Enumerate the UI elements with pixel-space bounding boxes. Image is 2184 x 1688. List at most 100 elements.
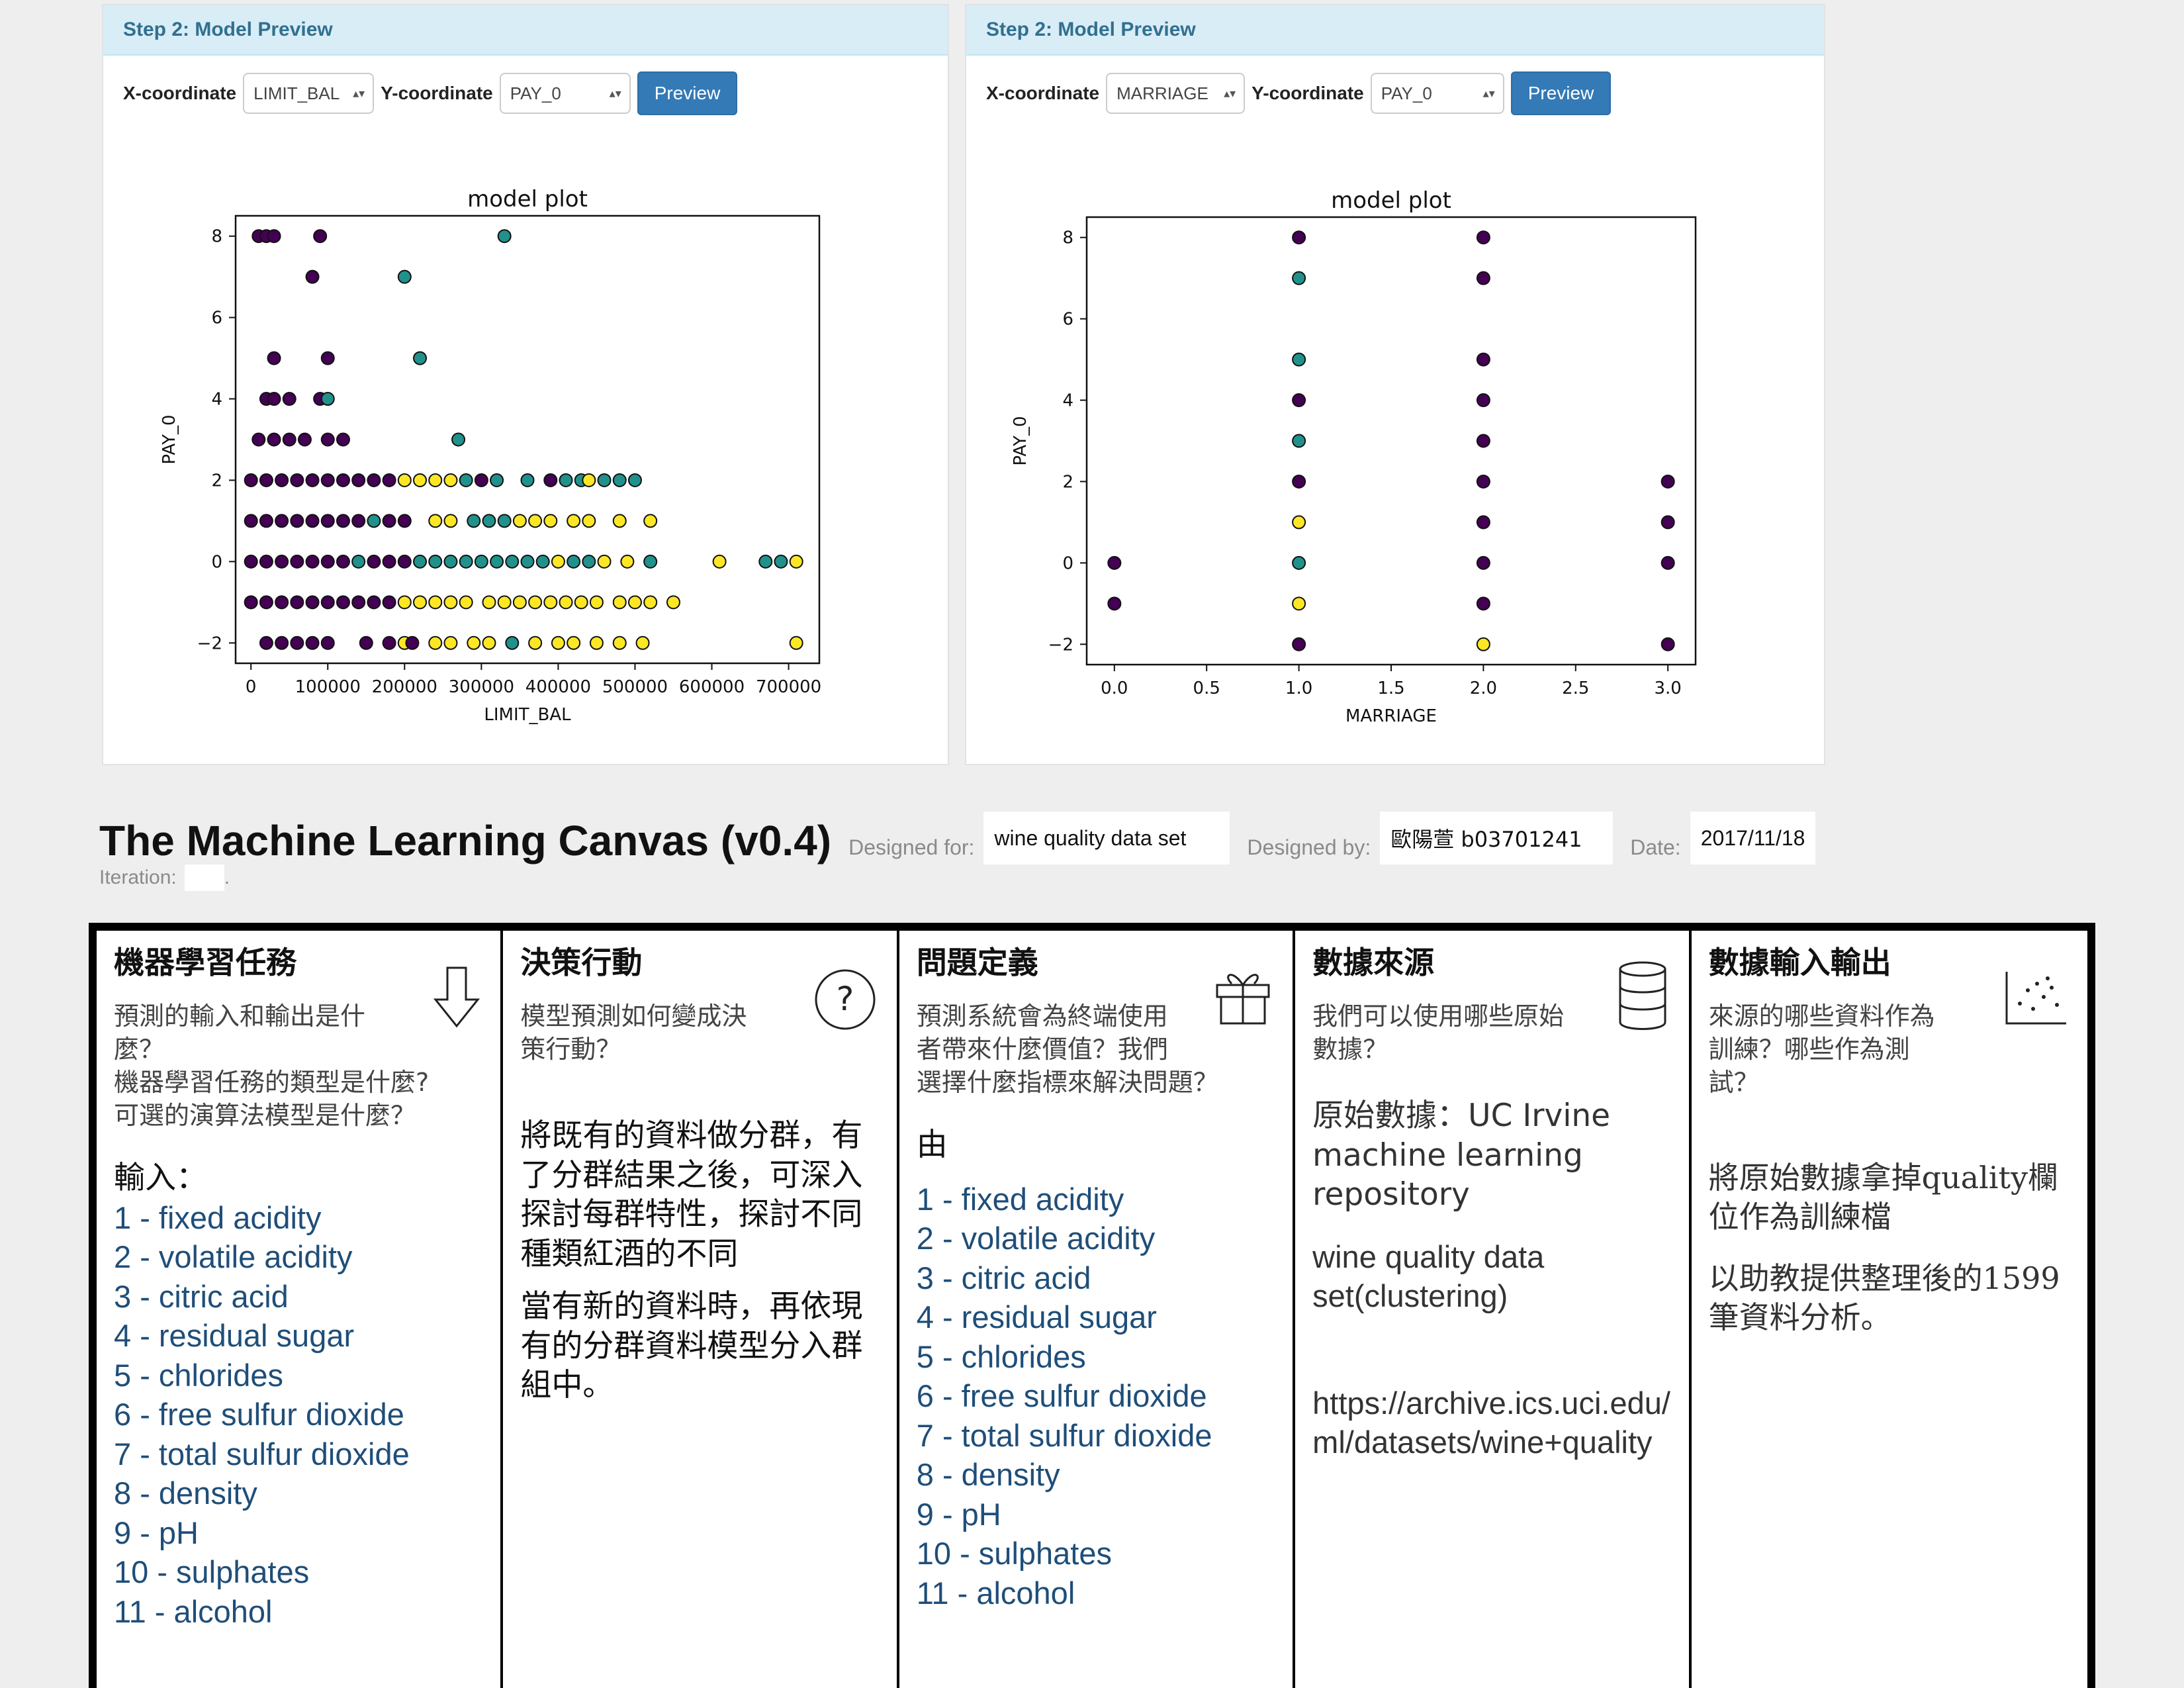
- data-point: [1476, 352, 1490, 367]
- preview-button[interactable]: Preview: [637, 71, 738, 115]
- designed-for-label: Designed for:: [848, 835, 975, 859]
- iteration-suffix: .: [224, 867, 230, 888]
- data-point: [512, 514, 527, 528]
- question-icon: ?: [813, 968, 877, 1035]
- feature-item: 1 - fixed acidity: [916, 1181, 1124, 1217]
- data-point: [382, 514, 396, 528]
- x-coordinate-label: X-coordinate: [986, 83, 1100, 103]
- data-point: [474, 554, 488, 569]
- gift-icon: [1213, 962, 1273, 1029]
- data-point: [443, 595, 458, 610]
- data-point: [336, 514, 350, 528]
- data-point: [1107, 555, 1122, 570]
- data-point: [551, 635, 565, 650]
- feature-item: 7 - total sulfur dioxide: [916, 1417, 1212, 1453]
- cell-prompt: 來源的哪些資料作為 訓練？哪些作為測 試？: [1708, 1002, 1935, 1097]
- y-axis-label: PAY_0: [159, 414, 179, 464]
- feature-item: 2 - volatile acidity: [114, 1239, 353, 1274]
- date-field[interactable]: 2017/11/18: [1690, 812, 1816, 865]
- data-point: [1292, 393, 1306, 408]
- data-point: [1292, 637, 1306, 651]
- feature-list: 1 - fixed acidity 2 - volatile acidity 3 -…: [917, 1180, 1293, 1613]
- cell-title: 機器學習任務: [114, 945, 296, 980]
- feature-item: 8 - density: [114, 1476, 257, 1511]
- data-point: [559, 595, 573, 610]
- feature-item: 5 - chlorides: [114, 1357, 283, 1393]
- data-point: [505, 554, 520, 569]
- data-point: [413, 473, 428, 487]
- y-tick-label: 4: [1062, 391, 1073, 411]
- data-point: [367, 595, 381, 610]
- data-point: [1476, 555, 1490, 570]
- feature-item: 10 - sulphates: [916, 1536, 1113, 1571]
- data-point: [589, 635, 604, 650]
- x-coordinate-select[interactable]: MARRIAGE ▴▾: [1106, 73, 1246, 114]
- preview-button[interactable]: Preview: [1510, 71, 1612, 115]
- data-point: [627, 595, 642, 610]
- data-point: [259, 595, 273, 610]
- cell-value-proposition: 問題定義 預測系統會為終端使用 者帶來什麼價值？我們 選擇什麼指標來解決問題？ …: [899, 931, 1296, 1688]
- panel-header: Step 2: Model Preview: [103, 5, 948, 56]
- data-point: [497, 595, 512, 610]
- data-point: [589, 595, 604, 610]
- svg-text:?: ?: [836, 980, 854, 1018]
- data-point: [1476, 230, 1490, 245]
- data-point: [1661, 515, 1675, 530]
- feature-item: 11 - alcohol: [114, 1593, 273, 1629]
- feature-item: 11 - alcohol: [916, 1575, 1075, 1611]
- feature-item: 1 - fixed acidity: [114, 1199, 322, 1235]
- dataset-url[interactable]: https://archive.ics.uci.edu/ml/datasets/…: [1312, 1385, 1670, 1460]
- data-point: [275, 514, 289, 528]
- y-tick-label: −2: [197, 633, 222, 653]
- data-point: [643, 595, 658, 610]
- data-point: [520, 473, 535, 487]
- x-coordinate-select[interactable]: LIMIT_BAL ▴▾: [243, 73, 375, 114]
- y-coordinate-select[interactable]: PAY_0 ▴▾: [1370, 73, 1504, 114]
- data-point: [666, 595, 680, 610]
- designed-by-field[interactable]: 歐陽萱 b03701241: [1380, 812, 1614, 865]
- data-point: [244, 514, 258, 528]
- data-point: [351, 554, 366, 569]
- data-point: [643, 554, 658, 569]
- designed-for-field[interactable]: wine quality data set: [983, 812, 1230, 865]
- iteration-row: Iteration: .: [99, 865, 230, 891]
- data-point: [282, 432, 296, 447]
- data-point: [1476, 474, 1490, 489]
- data-point: [758, 554, 773, 569]
- data-point: [1292, 352, 1306, 367]
- data-point: [627, 473, 642, 487]
- data-point: [612, 595, 627, 610]
- data-point: [359, 635, 373, 650]
- data-point: [290, 514, 304, 528]
- data-point: [490, 473, 504, 487]
- cell-title: 數據來源: [1312, 945, 1435, 980]
- data-point: [512, 595, 527, 610]
- data-point: [559, 473, 573, 487]
- data-point: [267, 392, 281, 406]
- y-tick-label: −2: [1048, 635, 1073, 655]
- model-plot-right: model plot 0.0 0.5 1.0 1.5 2.0 2.5 3.0 −2 0 2 4 6 8 MA…: [1011, 187, 1697, 726]
- data-point: [597, 473, 612, 487]
- cell-title: 數據輸入輸出: [1708, 945, 1891, 980]
- y-coordinate-select[interactable]: PAY_0 ▴▾: [499, 73, 631, 114]
- data-point: [351, 473, 366, 487]
- x-tick-label: 3.0: [1655, 679, 1682, 698]
- data-point: [351, 595, 366, 610]
- data-point: [482, 514, 496, 528]
- data-point: [1292, 434, 1306, 448]
- feature-item: 2 - volatile acidity: [916, 1221, 1156, 1256]
- cell-prompt: 模型預測如何變成決 策行動？: [520, 1002, 747, 1064]
- data-point: [290, 473, 304, 487]
- data-point: [297, 432, 312, 447]
- x-tick-label: 300000: [449, 677, 514, 697]
- data-point: [413, 351, 428, 365]
- data-point: [413, 554, 428, 569]
- cell-title: 決策行動: [520, 945, 643, 980]
- data-point: [635, 635, 650, 650]
- iteration-field[interactable]: [184, 865, 224, 891]
- controls-row: X-coordinate MARRIAGE ▴▾ Y-coordinate PA…: [986, 71, 1612, 115]
- y-tick-label: 2: [1062, 472, 1073, 492]
- data-point: [428, 514, 443, 528]
- data-point: [367, 514, 381, 528]
- io-paragraph-1: 將原始數據拿掉quality欄位作為訓練檔: [1708, 1160, 2058, 1235]
